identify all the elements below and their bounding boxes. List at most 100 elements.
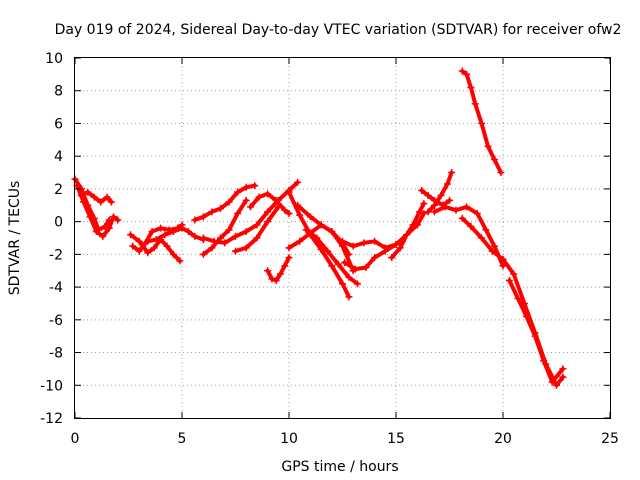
data-point bbox=[548, 378, 556, 386]
data-point bbox=[490, 242, 498, 250]
data-point bbox=[77, 191, 85, 199]
data-point bbox=[92, 227, 100, 235]
data-point bbox=[467, 83, 475, 91]
data-point bbox=[294, 178, 302, 186]
data-point bbox=[264, 267, 272, 275]
data-point bbox=[285, 254, 293, 262]
tick-layer: 0 5 10 15 20 25 -12 -10 -8 -6 -4 -2 0 2 4 6 8 10 bbox=[40, 51, 619, 447]
data-point bbox=[99, 232, 107, 240]
data-point bbox=[285, 209, 293, 217]
data-point bbox=[349, 242, 357, 250]
data-point bbox=[431, 208, 439, 216]
data-point bbox=[208, 244, 216, 252]
data-point bbox=[371, 237, 379, 245]
data-point bbox=[437, 191, 445, 199]
data-point bbox=[488, 247, 496, 255]
series-band bbox=[145, 226, 206, 244]
y-tick-label: 8 bbox=[54, 84, 63, 100]
series-arc-10 bbox=[232, 203, 282, 255]
data-point bbox=[553, 381, 560, 389]
data-point bbox=[418, 187, 426, 195]
data-point bbox=[443, 180, 451, 188]
data-point bbox=[191, 232, 199, 240]
data-point bbox=[510, 270, 518, 278]
series-band bbox=[128, 232, 182, 263]
data-point bbox=[176, 257, 184, 265]
series-arc-2 bbox=[73, 182, 122, 240]
data-point bbox=[452, 206, 460, 214]
data-point bbox=[127, 231, 135, 239]
data-point bbox=[324, 247, 332, 255]
data-point bbox=[285, 188, 293, 196]
data-point bbox=[103, 193, 111, 201]
data-point bbox=[150, 244, 158, 252]
data-point bbox=[107, 198, 115, 206]
series-arc-16 bbox=[302, 226, 361, 288]
data-point bbox=[264, 218, 272, 226]
data-point bbox=[144, 249, 152, 257]
data-point bbox=[559, 365, 567, 373]
y-tick-label: -10 bbox=[40, 378, 63, 394]
series-arc-3 bbox=[77, 188, 115, 206]
data-point bbox=[362, 263, 370, 271]
data-point bbox=[144, 237, 152, 245]
data-point bbox=[473, 209, 481, 217]
data-point bbox=[294, 201, 302, 209]
data-layer bbox=[71, 67, 567, 389]
data-point bbox=[276, 270, 284, 278]
grid-layer bbox=[75, 58, 610, 418]
data-point bbox=[345, 273, 353, 281]
data-point bbox=[163, 242, 171, 250]
data-point bbox=[152, 236, 160, 244]
data-point bbox=[484, 142, 492, 150]
data-point bbox=[253, 221, 261, 229]
data-point bbox=[424, 191, 432, 199]
x-tick-label: 25 bbox=[601, 431, 619, 447]
data-point bbox=[431, 201, 439, 209]
data-point bbox=[409, 221, 417, 229]
chart-title: Day 019 of 2024, Sidereal Day-to-day VTE… bbox=[55, 22, 622, 38]
data-point bbox=[345, 293, 353, 301]
data-point bbox=[540, 357, 548, 365]
data-point bbox=[313, 234, 321, 242]
data-point bbox=[161, 231, 169, 239]
data-point bbox=[424, 208, 432, 216]
x-tick-label: 20 bbox=[494, 431, 512, 447]
data-point bbox=[482, 226, 490, 234]
data-point bbox=[448, 169, 456, 177]
data-point bbox=[251, 182, 259, 190]
data-point bbox=[514, 295, 522, 303]
data-point bbox=[90, 193, 98, 201]
data-point bbox=[296, 211, 304, 219]
data-point bbox=[199, 213, 207, 221]
data-point bbox=[381, 247, 389, 255]
data-point bbox=[242, 227, 250, 235]
data-point bbox=[416, 208, 424, 216]
data-point bbox=[531, 332, 539, 340]
data-point bbox=[217, 205, 225, 213]
y-tick-label: 0 bbox=[54, 215, 63, 231]
data-point bbox=[458, 214, 466, 222]
data-point bbox=[101, 223, 109, 231]
data-point bbox=[232, 247, 239, 255]
data-point bbox=[302, 226, 310, 234]
data-point bbox=[234, 209, 242, 217]
data-point bbox=[334, 260, 342, 268]
y-axis-label: SDTVAR / TECUs bbox=[7, 181, 23, 296]
series-arc-6 bbox=[144, 224, 207, 245]
data-point bbox=[225, 198, 233, 206]
data-point bbox=[210, 237, 218, 245]
x-axis-label: GPS time / hours bbox=[281, 459, 398, 475]
data-point bbox=[497, 169, 505, 177]
data-point bbox=[110, 213, 118, 221]
data-point bbox=[221, 239, 229, 247]
series-arc-23 bbox=[458, 67, 505, 177]
data-point bbox=[328, 227, 336, 235]
data-point bbox=[225, 226, 233, 234]
data-point bbox=[199, 234, 207, 242]
data-point bbox=[272, 277, 280, 285]
series-arc-11 bbox=[246, 190, 293, 217]
data-point bbox=[467, 223, 475, 231]
data-point bbox=[135, 247, 143, 255]
